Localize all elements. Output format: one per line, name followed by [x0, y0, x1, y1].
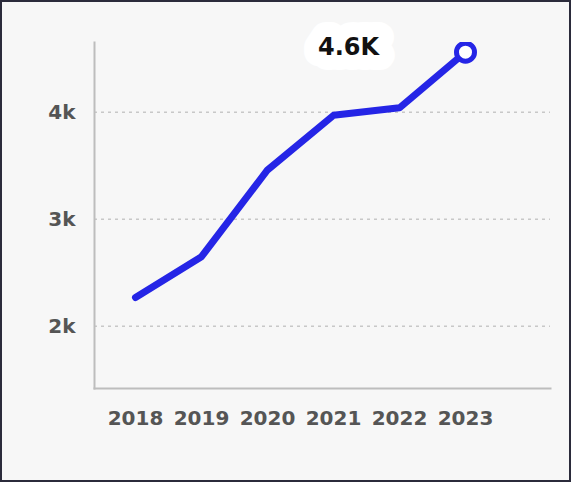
svg-text:2019: 2019	[174, 406, 230, 430]
svg-text:2021: 2021	[306, 406, 362, 430]
svg-text:3k: 3k	[48, 207, 76, 231]
svg-text:4.6K: 4.6K	[318, 33, 381, 61]
svg-text:2022: 2022	[372, 406, 428, 430]
svg-text:2k: 2k	[48, 314, 76, 338]
svg-text:2020: 2020	[240, 406, 296, 430]
svg-text:2018: 2018	[108, 406, 164, 430]
svg-text:4k: 4k	[48, 100, 76, 124]
svg-text:2023: 2023	[438, 406, 494, 430]
